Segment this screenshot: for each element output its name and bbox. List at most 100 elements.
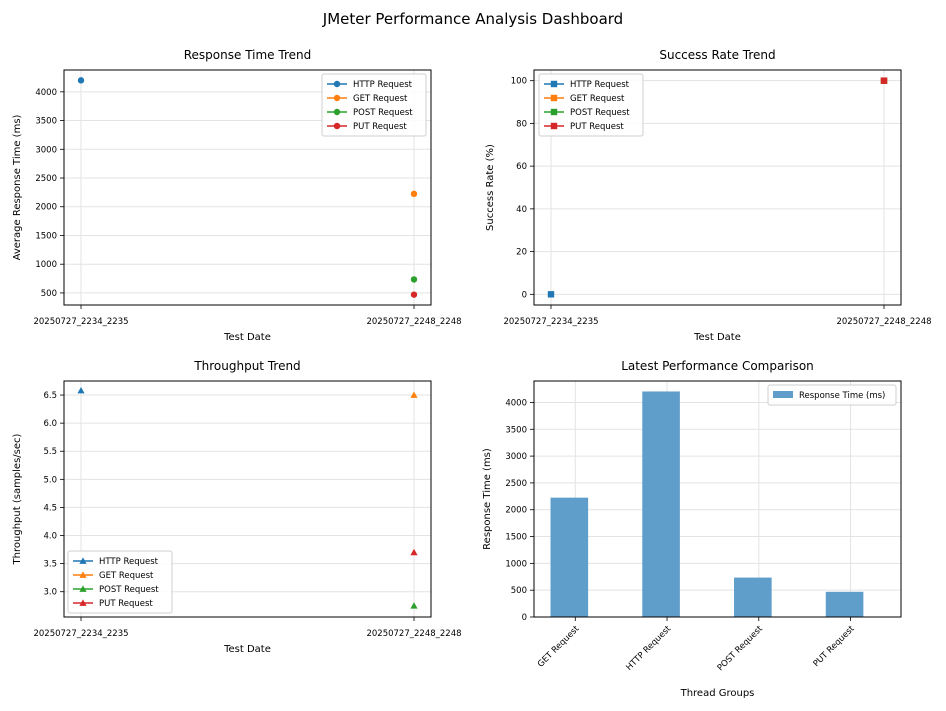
legend-box xyxy=(67,550,173,614)
x-tick-label: 20250727_2234_2235 xyxy=(33,317,128,327)
chart-title: Response Time Trend xyxy=(184,48,311,62)
y-tick-label: 40 xyxy=(516,205,527,215)
y-tick-label: 6.5 xyxy=(43,391,57,401)
y-tick-label: 500 xyxy=(41,289,57,299)
y-tick-label: 3000 xyxy=(505,452,527,462)
data-point xyxy=(410,291,418,298)
y-tick-label: 3.5 xyxy=(43,560,57,570)
x-tick-label: POST Request xyxy=(716,624,766,674)
y-tick-label: 500 xyxy=(511,586,527,596)
y-tick-label: 1000 xyxy=(35,260,57,270)
legend-label: GET Request xyxy=(570,94,625,104)
legend-marker xyxy=(333,122,341,130)
legend-label: HTTP Request xyxy=(570,80,630,90)
y-tick-label: 4.5 xyxy=(43,503,57,513)
chart-tp: Throughput Trend 3.0 3.5 4.0 4.5 5.0 5.5 6.0 6.5… xyxy=(12,359,462,655)
chart-sr: Success Rate Trend 0 20 40 60 80 100 20250727_2… xyxy=(485,48,932,343)
legend-label: GET Request xyxy=(99,571,154,581)
y-axis-label: Throughput (samples/sec) xyxy=(12,433,23,565)
y-tick-label: 4000 xyxy=(35,88,57,98)
y-axis-label: Average Response Time (ms) xyxy=(12,114,23,260)
legend: HTTP Request GET Request POST Request PUT R… xyxy=(67,550,173,614)
y-tick-label: 2500 xyxy=(35,174,57,184)
data-point xyxy=(77,77,85,84)
y-tick-label: 5.5 xyxy=(43,447,57,457)
y-tick-label: 3000 xyxy=(35,145,57,155)
legend-marker xyxy=(333,80,341,88)
legend-label: PUT Request xyxy=(99,599,153,609)
plot-frame xyxy=(63,380,432,618)
legend-marker xyxy=(79,585,87,592)
y-tick-label: 3.0 xyxy=(43,588,57,598)
chart-title: Latest Performance Comparison xyxy=(621,359,814,373)
y-tick-label: 3500 xyxy=(505,425,527,435)
x-tick-label: 20250727_2248_2248 xyxy=(366,317,461,327)
y-tick-label: 1500 xyxy=(35,231,57,241)
y-tick-label: 1500 xyxy=(505,533,527,543)
y-axis-label: Success Rate (%) xyxy=(485,144,496,231)
x-tick-label: 20250727_2248_2248 xyxy=(836,317,931,327)
y-tick-label: 80 xyxy=(516,119,527,129)
y-tick-label: 6.0 xyxy=(43,419,57,429)
data-point xyxy=(410,190,418,198)
legend-marker xyxy=(550,122,558,130)
legend-label: PUT Request xyxy=(570,122,624,132)
x-tick-label: 20250727_2234_2235 xyxy=(503,317,598,327)
chart-title: Success Rate Trend xyxy=(659,48,775,62)
y-axis-label: Response Time (ms) xyxy=(482,448,493,550)
x-tick-label: 20250727_2234_2235 xyxy=(33,629,128,639)
x-axis-label: Test Date xyxy=(693,332,741,343)
legend-swatch xyxy=(773,391,793,398)
legend: HTTP Request GET Request POST Request PUT R… xyxy=(321,73,427,137)
legend-label: GET Request xyxy=(353,94,408,104)
plot-frame xyxy=(533,69,902,306)
legend-marker xyxy=(79,557,87,564)
bar xyxy=(550,497,589,617)
y-tick-label: 60 xyxy=(516,162,527,172)
legend-box xyxy=(767,384,897,406)
y-tick-label: 2000 xyxy=(505,506,527,516)
y-tick-label: 3500 xyxy=(35,117,57,127)
legend: Response Time (ms) xyxy=(767,384,897,406)
chart-cmp: Latest Performance Comparison 0 500 1000 150… xyxy=(482,359,902,699)
data-point xyxy=(880,77,888,84)
x-tick-label: HTTP Request xyxy=(624,624,673,673)
x-tick-label: GET Request xyxy=(536,624,582,670)
y-tick-label: 2000 xyxy=(35,203,57,213)
y-tick-label: 2500 xyxy=(505,479,527,489)
y-tick-label: 0 xyxy=(522,290,527,300)
x-tick-label: 20250727_2248_2248 xyxy=(366,629,461,639)
dashboard-title: JMeter Performance Analysis Dashboard xyxy=(322,10,623,28)
legend-marker xyxy=(333,108,341,116)
y-tick-label: 1000 xyxy=(505,559,527,569)
chart-rt: Response Time Trend 500 1000 1500 2000 2500 30… xyxy=(12,48,462,343)
x-tick-label: PUT Request xyxy=(812,624,858,670)
x-axis-label: Test Date xyxy=(223,644,271,655)
y-tick-label: 5.0 xyxy=(43,475,57,485)
legend-label: POST Request xyxy=(353,108,413,118)
legend-marker xyxy=(79,571,87,578)
chart-title: Throughput Trend xyxy=(193,359,300,373)
data-point xyxy=(410,548,418,556)
legend-label: POST Request xyxy=(570,108,630,118)
bar xyxy=(642,391,680,617)
bar xyxy=(734,577,772,617)
plot-frame xyxy=(63,69,432,306)
plot-frame xyxy=(533,380,902,618)
legend-marker xyxy=(550,108,558,116)
x-axis-label: Test Date xyxy=(223,332,271,343)
legend-box xyxy=(538,73,644,137)
legend-marker xyxy=(550,94,558,102)
data-point xyxy=(77,386,85,394)
y-tick-label: 0 xyxy=(522,613,527,623)
data-point xyxy=(410,602,418,609)
legend: HTTP Request GET Request POST Request PUT R… xyxy=(538,73,644,137)
x-axis-label: Thread Groups xyxy=(680,688,755,699)
legend-marker xyxy=(550,80,558,88)
legend-label: Response Time (ms) xyxy=(799,391,885,401)
data-point xyxy=(410,276,418,283)
legend-label: HTTP Request xyxy=(353,80,413,90)
legend-label: HTTP Request xyxy=(99,557,159,567)
legend-box xyxy=(321,73,427,137)
